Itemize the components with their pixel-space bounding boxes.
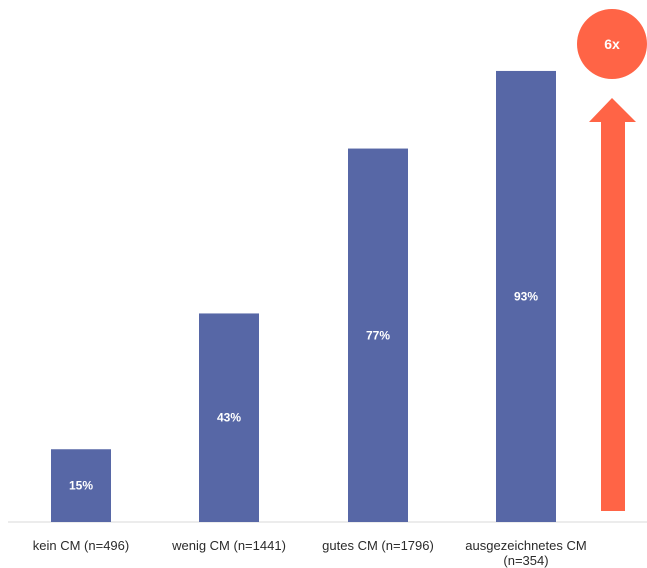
- category-label: (n=354): [503, 553, 548, 568]
- category-label: kein CM (n=496): [33, 538, 129, 553]
- category-label: gutes CM (n=1796): [322, 538, 434, 553]
- bars-group: [51, 70, 556, 523]
- category-label: wenig CM (n=1441): [171, 538, 286, 553]
- category-labels: kein CM (n=496) wenig CM (n=1441) gutes CM…: [33, 538, 587, 568]
- bar: [348, 148, 408, 523]
- bar-value-labels: 15% 43% 77% 93%: [69, 289, 538, 492]
- growth-arrow: [589, 98, 636, 511]
- bar-value-label: 43%: [217, 411, 241, 425]
- growth-factor-label: 6x: [604, 36, 620, 52]
- bar: [199, 313, 259, 522]
- bar-value-label: 15%: [69, 479, 93, 493]
- growth-arrow-shaft: [601, 121, 625, 511]
- bar-value-label: 93%: [514, 289, 538, 303]
- bar: [496, 70, 556, 522]
- bar: [51, 449, 111, 522]
- bar-value-label: 77%: [366, 328, 390, 342]
- category-label: ausgezeichnetes CM: [465, 538, 586, 553]
- growth-arrow-head: [589, 98, 636, 122]
- growth-factor-badge: [577, 9, 647, 79]
